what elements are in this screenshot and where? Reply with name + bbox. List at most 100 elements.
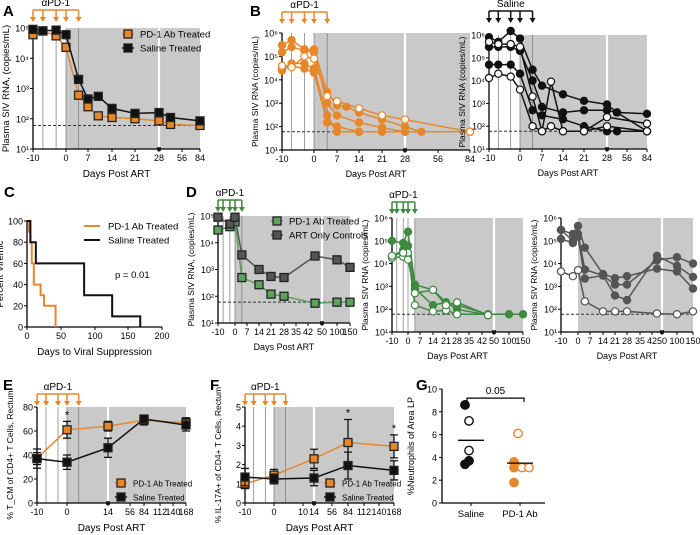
dose-arrow-icon <box>63 17 69 22</box>
data-point <box>509 462 519 473</box>
dose-label: αPD-1 <box>41 0 70 9</box>
series-3 <box>484 60 652 136</box>
data-point <box>139 414 149 424</box>
y-tick-label: 10³ <box>201 265 214 275</box>
x-tick-label: 7 <box>85 153 90 163</box>
data-point <box>509 477 519 488</box>
data-point <box>332 97 342 106</box>
y-tick-label: 4 <box>236 422 241 432</box>
y-tick-label: 80 <box>23 403 33 413</box>
x-tick-label: -10 <box>238 507 251 517</box>
x-tick-label: 21 <box>377 154 387 164</box>
y-tick-label: 20 <box>23 475 33 485</box>
data-point <box>428 285 438 295</box>
category-label: Saline <box>458 509 484 520</box>
data-point <box>322 91 332 101</box>
dose-arrow-icon <box>242 401 248 406</box>
data-point <box>266 289 276 299</box>
data-point <box>652 264 662 273</box>
y-tick-label: 10⁴ <box>471 76 485 86</box>
data-point <box>332 297 342 307</box>
data-point <box>309 54 319 63</box>
x-tick-label: -10 <box>275 154 288 164</box>
data-point <box>377 111 387 120</box>
y-axis-label: %Neutrophils of Area LP <box>406 397 416 495</box>
y-tick-label: 2 <box>236 460 241 470</box>
survival-curve <box>27 220 142 327</box>
x-tick-label: 42 <box>647 336 657 346</box>
dose-arrow-icon <box>279 19 285 24</box>
data-point <box>602 106 612 115</box>
data-point <box>403 241 413 251</box>
data-point <box>558 108 568 117</box>
y-tick-label: 4 <box>432 453 437 463</box>
x-tick-label: 100 <box>669 336 684 346</box>
data-point <box>387 236 397 245</box>
dose-label: αPD-1 <box>216 188 245 199</box>
data-point <box>345 297 355 307</box>
data-point <box>51 25 61 35</box>
x-axis-label: Days Post ART <box>538 168 599 178</box>
data-point <box>309 68 319 77</box>
treatment-shading <box>235 216 350 323</box>
data-point <box>484 37 494 47</box>
y-tick-label: 0 <box>18 323 23 333</box>
x-tick-label: 28 <box>452 336 462 346</box>
y-tick-label: 100 <box>8 217 23 227</box>
x-tick-label: 35 <box>635 336 645 346</box>
panel-letter: D <box>186 184 197 201</box>
data-point <box>558 127 568 136</box>
data-point <box>354 104 364 113</box>
data-point <box>441 300 451 310</box>
x-tick-label: 112 <box>153 507 167 517</box>
series-3 <box>556 265 698 319</box>
series-3 <box>387 248 493 320</box>
data-point <box>688 272 698 282</box>
x-tick-label: 7 <box>587 336 592 346</box>
x-tick-label: 168 <box>386 507 401 517</box>
data-point <box>279 291 289 301</box>
y-axis-label: Plasma SIV RNA (copies/mL) <box>250 36 260 147</box>
data-point <box>528 65 537 74</box>
data-point <box>610 291 620 300</box>
data-point <box>410 300 420 310</box>
series-line <box>391 228 523 316</box>
x-tick-label: 0 <box>64 507 69 517</box>
x-tick-label: 84 <box>343 507 353 517</box>
x-tick-label: 84 <box>465 154 475 164</box>
data-point <box>515 69 525 78</box>
x-tick-label: 14 <box>254 327 264 337</box>
chart-panel-d3: 10¹ 10² 10³ 10⁴ 10⁵ 10⁶ -10 0 7 14 21 28 35 42 50 100 15… <box>529 214 700 362</box>
dose-arrow-icon <box>30 17 36 22</box>
x-tick-label: 0 <box>24 331 29 341</box>
panel-letter: F <box>210 377 219 394</box>
x-tick-label: 56 <box>433 154 443 164</box>
data-point <box>103 443 113 453</box>
series-1 <box>32 414 191 471</box>
dose-arrow-icon <box>507 18 514 23</box>
panel-letter: A <box>3 3 14 20</box>
data-point <box>568 272 578 281</box>
y-tick-label: 3 <box>236 441 241 451</box>
data-point <box>602 112 612 122</box>
data-point <box>389 441 399 452</box>
x-tick-label: -10 <box>482 153 495 163</box>
data-point <box>494 60 503 69</box>
data-point <box>213 212 223 222</box>
data-point <box>612 127 622 136</box>
data-point <box>428 307 438 316</box>
dose-label: αPD-1 <box>251 382 280 393</box>
significance-asterisk: * <box>346 407 351 419</box>
x-tick-label: 150 <box>120 331 135 341</box>
data-point <box>612 108 622 117</box>
x-axis-label: Days Post ART <box>78 523 146 534</box>
y-axis-label: Plasma SIV RNA, (copies/mL) <box>186 212 196 326</box>
data-point <box>154 107 164 118</box>
data-point <box>537 111 547 120</box>
x-tick-label: 35 <box>464 336 474 346</box>
data-point <box>38 26 48 36</box>
data-point <box>300 64 309 73</box>
data-point <box>579 127 589 136</box>
data-point <box>230 212 240 222</box>
data-point <box>403 227 413 236</box>
